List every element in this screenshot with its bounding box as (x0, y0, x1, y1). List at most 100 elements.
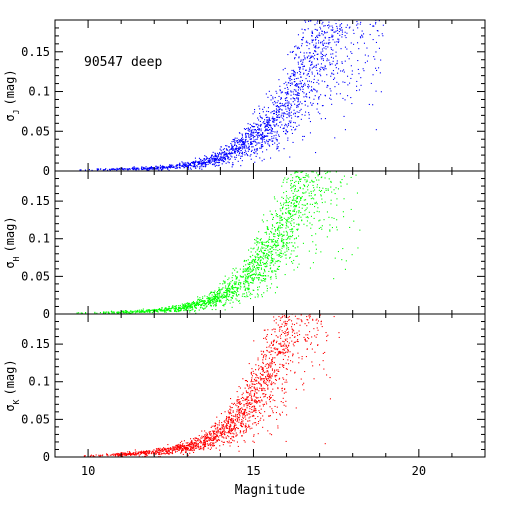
data-point (96, 312, 98, 314)
data-point (194, 164, 196, 166)
data-point (286, 113, 288, 115)
data-point (303, 73, 305, 75)
data-point (294, 315, 296, 317)
data-point (360, 37, 362, 39)
data-point (263, 252, 265, 254)
data-point (181, 165, 183, 167)
data-point (162, 166, 164, 168)
data-point (287, 106, 289, 108)
data-point (292, 329, 294, 331)
data-point (305, 173, 307, 175)
data-point (200, 165, 202, 167)
data-point (282, 181, 284, 183)
data-point (234, 156, 236, 158)
data-point (262, 132, 264, 134)
data-point (252, 278, 254, 280)
data-point (122, 454, 124, 456)
data-point (269, 139, 271, 141)
data-point (293, 199, 295, 201)
data-point (297, 246, 299, 248)
data-point (292, 101, 294, 103)
data-point (289, 229, 291, 231)
data-point (226, 296, 228, 298)
data-point (331, 63, 333, 65)
data-point (323, 219, 325, 221)
data-point (248, 148, 250, 150)
data-point (292, 354, 294, 356)
data-point (206, 296, 208, 298)
data-point (252, 258, 254, 260)
data-point (288, 201, 290, 203)
data-point (230, 428, 232, 430)
data-point (248, 388, 250, 390)
data-point (301, 28, 303, 30)
data-point (242, 153, 244, 155)
data-point (306, 74, 308, 76)
data-point (262, 108, 264, 110)
data-point (326, 236, 328, 238)
data-point (363, 70, 365, 72)
data-point (155, 168, 157, 170)
data-point (252, 282, 254, 284)
data-point (183, 444, 185, 446)
data-point (375, 67, 377, 69)
data-point (337, 29, 339, 31)
data-point (329, 224, 331, 226)
data-point (126, 311, 128, 313)
data-point (287, 218, 289, 220)
data-point (234, 275, 236, 277)
data-point (297, 228, 299, 230)
data-point (276, 92, 278, 94)
data-point (150, 167, 152, 169)
data-point (295, 194, 297, 196)
data-point (230, 286, 232, 288)
data-point (324, 177, 326, 179)
data-point (138, 169, 140, 171)
data-point (192, 306, 194, 308)
data-point (238, 150, 240, 152)
data-point (329, 398, 331, 400)
data-point (116, 167, 118, 169)
data-point (173, 166, 175, 168)
data-point (247, 287, 249, 289)
data-point (250, 158, 252, 160)
data-point (195, 305, 197, 307)
data-point (194, 310, 196, 312)
data-point (190, 441, 192, 443)
data-point (174, 449, 176, 451)
data-point (241, 152, 243, 154)
data-point (118, 311, 120, 313)
data-point (258, 257, 260, 259)
data-point (281, 345, 283, 347)
data-point (320, 194, 322, 196)
data-point (242, 416, 244, 418)
data-point (76, 312, 78, 314)
data-point (292, 343, 294, 345)
data-point (208, 159, 210, 161)
data-point (231, 297, 233, 299)
data-point (296, 201, 298, 203)
data-point (338, 83, 340, 85)
data-point (237, 160, 239, 162)
data-point (195, 306, 197, 308)
data-point (286, 223, 288, 225)
data-point (308, 48, 310, 50)
data-point (194, 165, 196, 167)
data-point (250, 135, 252, 137)
data-point (311, 67, 313, 69)
data-point (194, 444, 196, 446)
data-point (287, 210, 289, 212)
data-point (232, 301, 234, 303)
data-point (178, 305, 180, 307)
data-point (350, 42, 352, 44)
data-point (244, 141, 246, 143)
data-point (249, 428, 251, 430)
data-point (248, 283, 250, 285)
data-point (270, 364, 272, 366)
data-point (251, 377, 253, 379)
data-point (245, 269, 247, 271)
data-point (232, 292, 234, 294)
data-point (232, 411, 234, 413)
data-point (315, 233, 317, 235)
data-point (265, 125, 267, 127)
